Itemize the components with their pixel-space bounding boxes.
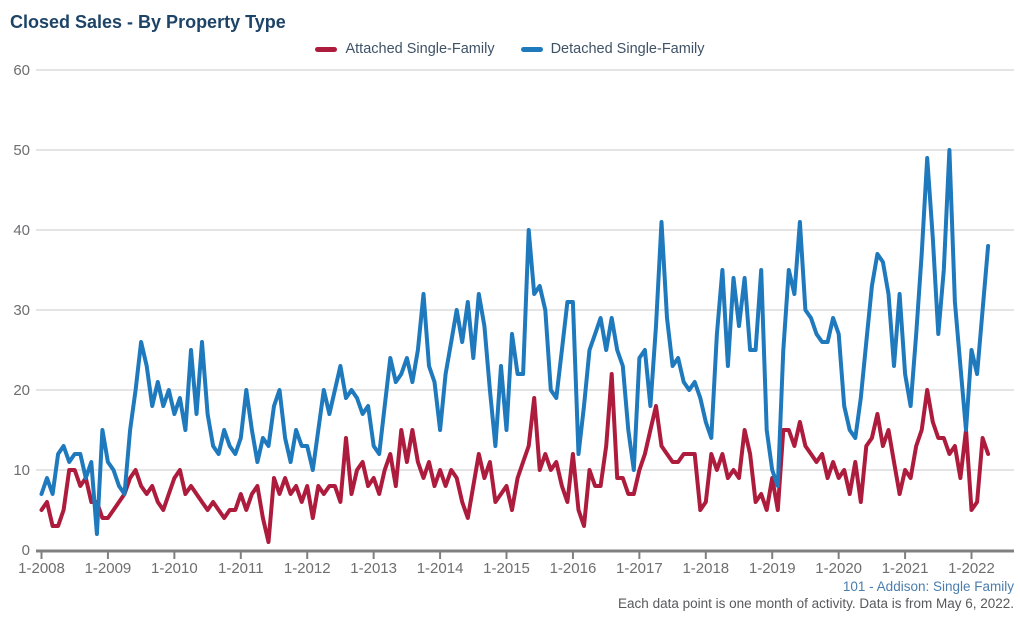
series-line-detached-single-family bbox=[39, 148, 991, 536]
y-axis-label-30: 30 bbox=[13, 302, 30, 319]
x-axis-label-1-2014: 1-2014 bbox=[417, 560, 464, 577]
x-axis-label-1-2022: 1-2022 bbox=[948, 560, 995, 577]
x-axis-label-1-2009: 1-2009 bbox=[85, 560, 132, 577]
x-axis-label-1-2020: 1-2020 bbox=[815, 560, 862, 577]
x-axis-label-1-2011: 1-2011 bbox=[218, 560, 264, 577]
y-axis-label-50: 50 bbox=[13, 142, 30, 159]
legend-label-attached: Attached Single-Family bbox=[345, 41, 495, 57]
x-axis-label-1-2018: 1-2018 bbox=[682, 560, 729, 577]
series-line-attached-single-family bbox=[39, 372, 991, 544]
x-axis-label-1-2021: 1-2021 bbox=[882, 560, 929, 577]
x-axis-label-1-2015: 1-2015 bbox=[483, 560, 530, 577]
y-axis-label-10: 10 bbox=[13, 462, 30, 479]
y-axis-label-60: 60 bbox=[13, 62, 30, 79]
y-axis-label-40: 40 bbox=[13, 222, 30, 239]
x-axis-label-1-2013: 1-2013 bbox=[350, 560, 397, 577]
footer-note: Each data point is one month of activity… bbox=[618, 596, 1014, 611]
x-axis-label-1-2016: 1-2016 bbox=[550, 560, 597, 577]
y-axis-label-0: 0 bbox=[22, 542, 30, 559]
legend-item-detached[interactable]: Detached Single-Family bbox=[520, 41, 705, 57]
detached-series-swatch-icon bbox=[520, 46, 543, 52]
x-axis-label-1-2008: 1-2008 bbox=[18, 560, 65, 577]
legend-item-attached[interactable]: Attached Single-Family bbox=[315, 41, 495, 57]
x-axis-label-1-2010: 1-2010 bbox=[151, 560, 198, 577]
chart-footer: 101 - Addison: Single Family Each data p… bbox=[618, 578, 1014, 612]
footer-market-label: 101 - Addison: Single Family bbox=[842, 579, 1014, 594]
attached-series-swatch-icon bbox=[315, 46, 338, 52]
y-axis-label-20: 20 bbox=[13, 382, 30, 399]
legend: Attached Single-Family Detached Single-F… bbox=[0, 41, 1020, 57]
x-axis-label-1-2012: 1-2012 bbox=[284, 560, 331, 577]
x-axis-label-1-2019: 1-2019 bbox=[749, 560, 796, 577]
legend-label-detached: Detached Single-Family bbox=[550, 41, 705, 57]
x-axis-label-1-2017: 1-2017 bbox=[616, 560, 663, 577]
page-title: Closed Sales - By Property Type bbox=[10, 12, 286, 32]
